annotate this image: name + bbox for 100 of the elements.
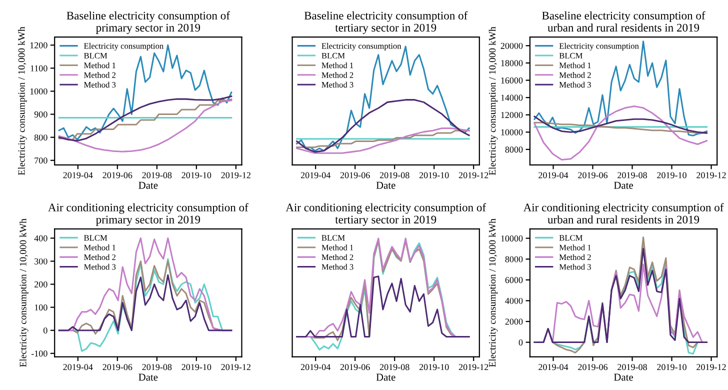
y-tick-label: 4000	[505, 298, 523, 304]
legend-label: Method 3	[322, 264, 354, 270]
y-tick-label: 800	[34, 134, 48, 141]
x-tick-label: 2019-12	[696, 364, 726, 370]
y-tick-label: 0	[518, 339, 523, 346]
x-tick-label: 2019-08	[142, 172, 172, 178]
y-axis-title: Electricity consumption / 10,000 kWh	[19, 218, 28, 367]
x-tick-label: 2019-08	[380, 172, 410, 178]
y-tick-label: 700	[34, 157, 48, 164]
y-tick-label: 1000	[30, 88, 48, 94]
legend-label: BLCM	[559, 52, 582, 59]
legend-label: Method 2	[559, 254, 591, 260]
y-tick-label: 1100	[30, 65, 48, 72]
x-tick-label: 2019-10	[419, 172, 449, 178]
x-tick-label: 2019-08	[380, 364, 410, 370]
legend-label: Method 1	[322, 244, 354, 250]
x-tick-label: 2019-12	[221, 172, 250, 178]
legend-label: Method 1	[84, 244, 116, 250]
y-tick-label: 1200	[30, 42, 48, 48]
line-series	[58, 100, 232, 152]
x-tick-label: 2019-06	[102, 172, 132, 178]
x-tick-label: 2019-10	[419, 364, 449, 370]
y-tick-label: 2000	[505, 318, 523, 325]
legend-label: Method 1	[559, 244, 591, 250]
y-tick-label: 400	[34, 235, 48, 242]
x-tick-label: 2019-06	[102, 364, 132, 370]
legend-label: BLCM	[322, 52, 345, 59]
x-tick-label: 2019-06	[340, 172, 370, 178]
y-tick-label: 0	[43, 327, 48, 334]
x-tick-label: 2019-10	[182, 364, 212, 370]
x-tick-label: 2019-06	[578, 364, 608, 370]
chart-title: Baseline electricity consumption of urban and rural residents in 2019	[542, 11, 706, 32]
y-tick-label: 300	[34, 258, 48, 264]
x-tick-label: 2019-08	[618, 364, 647, 370]
y-tick-label: 8000	[505, 256, 523, 262]
x-axis-title: Date	[614, 182, 633, 189]
legend-label: Electricity consumption	[84, 42, 164, 51]
x-tick-label: 2019-04	[538, 172, 568, 178]
y-tick-label: -100	[31, 350, 48, 357]
y-tick-label: 200	[34, 281, 48, 288]
legend-label: BLCM	[84, 52, 108, 59]
legend-label: Method 2	[84, 254, 116, 260]
legend-label: BLCM	[84, 235, 108, 241]
legend-label: Method 2	[84, 72, 116, 78]
legend-label: Method 2	[322, 254, 354, 260]
legend-label: Method 3	[84, 264, 116, 270]
y-tick-label: 14000	[501, 94, 523, 101]
y-tick-label: 12000	[501, 112, 523, 118]
x-tick-label: 2019-12	[458, 364, 488, 370]
legend-label: Method 2	[559, 72, 591, 78]
line-series	[58, 274, 232, 332]
x-tick-label: 2019-08	[142, 364, 172, 370]
line-series	[534, 116, 708, 134]
y-axis-title: Electricity consumption / 10,000 kWh	[488, 218, 498, 367]
x-tick-label: 2019-10	[657, 364, 686, 370]
x-tick-label: 2019-12	[221, 364, 250, 370]
x-tick-label: 2019-04	[63, 172, 93, 178]
y-axis-title: Electricity consumption / 10,000 kWh	[488, 26, 498, 176]
legend-label: Electricity consumption	[559, 42, 639, 51]
y-axis-title: Electricity consumption / 10,000 kWh	[18, 26, 27, 176]
x-tick-label: 2019-10	[182, 172, 212, 178]
x-tick-label: 2019-04	[63, 364, 93, 370]
legend-label: BLCM	[322, 235, 345, 241]
x-tick-label: 2019-04	[300, 364, 330, 370]
line-series	[58, 44, 232, 140]
line-series	[534, 105, 708, 161]
x-tick-label: 2019-12	[696, 172, 726, 178]
chart-title: Air conditioning electricity consumption of tertiary sector in 2019	[286, 203, 486, 226]
x-axis-title: Date	[138, 374, 158, 381]
line-series	[534, 40, 708, 136]
y-tick-label: 16000	[501, 77, 523, 84]
legend-label: Electricity consumption	[322, 42, 402, 51]
chart-title: Baseline electricity consumption of primary sector in 2019	[66, 11, 230, 34]
legend-label: Method 2	[322, 72, 354, 78]
chart-title: Baseline electricity consumption of tertiary sector in 2019	[304, 11, 468, 34]
x-axis-title: Date	[376, 182, 396, 189]
x-tick-label: 2019-12	[458, 172, 488, 178]
x-axis-title: Date	[614, 374, 633, 381]
x-tick-label: 2019-04	[538, 364, 568, 370]
y-tick-label: 20000	[500, 42, 523, 49]
y-tick-label: 8000	[505, 146, 523, 153]
x-axis-title: Date	[376, 374, 396, 381]
y-tick-label: 10000	[501, 235, 523, 242]
legend-label: Method 3	[84, 82, 116, 88]
x-tick-label: 2019-08	[618, 172, 647, 178]
legend-label: Method 3	[559, 264, 591, 270]
legend-label: BLCM	[559, 235, 582, 241]
y-tick-label: 18000	[501, 60, 523, 66]
x-axis-title: Date	[138, 182, 158, 189]
chart-title: Air conditioning electricity consumption of urban and rural residents in 2019	[523, 203, 724, 224]
y-tick-label: 100	[34, 304, 48, 311]
x-tick-label: 2019-06	[340, 364, 370, 370]
legend-label: Method 3	[322, 82, 354, 88]
x-tick-label: 2019-06	[578, 172, 608, 178]
y-tick-label: 6000	[505, 277, 523, 284]
y-tick-label: 900	[34, 111, 48, 118]
legend-label: Method 1	[84, 62, 116, 68]
legend-label: Method 3	[559, 82, 591, 88]
legend-label: Method 1	[322, 62, 354, 68]
line-series	[534, 122, 708, 134]
